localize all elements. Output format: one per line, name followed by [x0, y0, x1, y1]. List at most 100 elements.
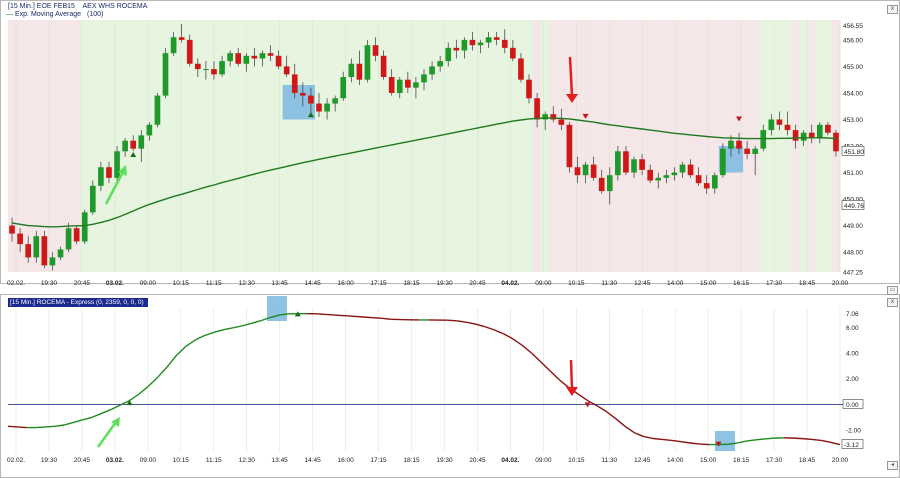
candle-body — [542, 114, 548, 120]
candle-body — [776, 119, 783, 125]
y-tick-label-upper: 450.00 — [843, 197, 863, 204]
zone-band — [72, 20, 82, 272]
candle-body — [413, 82, 419, 88]
zone-band — [524, 20, 534, 272]
rocema-segment — [166, 355, 177, 368]
timeframe-label: [15 Min.] EOE FEB15 — [8, 3, 75, 10]
candle-body — [736, 140, 742, 149]
candle-body — [744, 148, 750, 154]
candle-body — [606, 175, 613, 192]
zone-band — [815, 20, 825, 272]
zone-band — [629, 20, 639, 272]
x-tick-label-upper: 20:00 — [832, 280, 849, 287]
x-tick-label-upper: 16:00 — [337, 280, 354, 287]
candle-body — [267, 53, 274, 56]
x-tick-label-lower: 11:15 — [206, 457, 222, 464]
y-tick-label-upper: 454.00 — [843, 90, 863, 97]
restore-icon[interactable]: ▭ — [887, 286, 898, 295]
zone-band — [500, 20, 510, 272]
rocema-segment — [316, 313, 326, 316]
candle-body — [469, 39, 476, 46]
zone-band — [549, 20, 558, 272]
zone-band — [234, 20, 243, 272]
rocema-segment — [353, 315, 364, 318]
close-lower-panel-icon[interactable]: x — [887, 298, 898, 307]
rocema-segment — [662, 438, 672, 442]
x-tick-label-upper: 14:00 — [667, 280, 684, 287]
candle-body — [41, 236, 48, 266]
rocema-segment — [512, 338, 523, 346]
x-tick-label-upper: 13:45 — [272, 280, 289, 287]
x-tick-label-upper: 10:15 — [173, 280, 190, 287]
zone-band — [581, 20, 590, 272]
x-tick-label-upper: 12:30 — [239, 280, 256, 287]
x-tick-label-lower: 12:30 — [239, 457, 256, 464]
sell-annotation-arrow — [568, 56, 574, 97]
rocema-segment — [35, 426, 46, 429]
x-tick-label-lower: 12:45 — [634, 457, 651, 464]
rocema-segment — [811, 438, 822, 442]
candle-body — [598, 177, 605, 192]
x-tick-label-upper: 09:00 — [535, 280, 552, 287]
candle-body — [639, 159, 645, 170]
candle-body — [332, 98, 338, 104]
rocema-segment — [587, 399, 598, 407]
x-tick-label-lower: 18:15 — [403, 457, 420, 464]
candle-body — [235, 53, 242, 64]
candle-body — [421, 74, 427, 83]
x-tick-label-upper: 04.02. — [501, 280, 519, 287]
x-tick-label-lower: 02.02. — [7, 457, 25, 464]
y-tick-label-upper: 455.00 — [843, 64, 863, 71]
rocema-segment — [540, 361, 551, 372]
candle-body — [49, 257, 56, 266]
zone-band — [557, 20, 566, 272]
y-tick-label-lower: 2.00 — [846, 376, 859, 383]
y-tick-label-upper: 447.25 — [843, 270, 863, 277]
x-tick-label-lower: 20:45 — [74, 457, 91, 464]
ema-legend-swatch: — — [6, 11, 13, 18]
ema-value-box — [841, 200, 865, 210]
zone-band — [339, 20, 348, 272]
candle-body — [308, 95, 314, 104]
rocema-segment — [596, 405, 607, 413]
rocema-segment — [17, 426, 27, 429]
y-tick-label-lower: -2.00 — [846, 428, 861, 435]
candle-body — [9, 225, 15, 234]
candle-body — [259, 53, 266, 59]
last-price-label: 451.80 — [844, 149, 864, 156]
rocema-segment — [381, 317, 392, 321]
rocema-segment — [157, 366, 168, 378]
candle-body — [510, 47, 516, 59]
rocema-segment — [577, 393, 588, 402]
rocema-segment — [7, 425, 18, 428]
zone-band — [226, 20, 235, 272]
zone-band — [654, 20, 663, 272]
zone-band — [56, 20, 65, 272]
buy-annotation-arrow — [104, 169, 126, 205]
candle-body — [122, 140, 128, 152]
x-tick-label-upper: 12:45 — [634, 280, 651, 287]
rocema-segment — [793, 437, 803, 440]
zone-band — [209, 20, 219, 272]
rocema-segment — [335, 314, 345, 317]
candle-body — [768, 119, 775, 131]
rocema-segment — [475, 323, 485, 328]
close-icon[interactable]: x — [887, 5, 898, 14]
candle-body — [800, 132, 807, 141]
scroll-left-icon[interactable]: ◂ — [887, 461, 898, 470]
buy-signal-marker-lower — [294, 311, 301, 317]
zone-band — [153, 20, 162, 272]
y-tick-label-upper: 456.00 — [843, 37, 863, 44]
rocema-segment — [671, 439, 682, 443]
x-tick-label-lower: 13:45 — [272, 457, 289, 464]
zone-band — [476, 20, 485, 272]
ema-line — [11, 117, 837, 228]
x-tick-label-upper: 19:30 — [436, 280, 453, 287]
candle-body — [534, 98, 540, 120]
y-tick-label-upper: 448.00 — [843, 250, 863, 257]
zone-band — [436, 20, 445, 272]
zone-band — [331, 20, 340, 272]
zone-band — [32, 20, 41, 272]
candle-body — [73, 228, 80, 242]
x-tick-label-upper: 11:15 — [206, 280, 222, 287]
